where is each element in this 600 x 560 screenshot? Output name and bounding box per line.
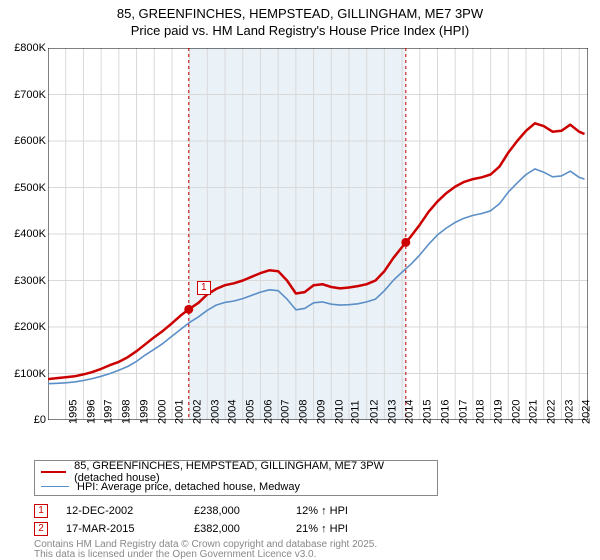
y-tick-label: £700K bbox=[2, 89, 46, 101]
x-tick-label: 2006 bbox=[262, 400, 274, 424]
sale-marker-note-2: 21% ↑ HPI bbox=[296, 523, 348, 535]
x-tick-label: 2007 bbox=[280, 400, 292, 424]
sale-marker-callout: 1 bbox=[197, 281, 211, 295]
x-tick-label: 2010 bbox=[333, 400, 345, 424]
title-line-1: 85, GREENFINCHES, HEMPSTEAD, GILLINGHAM,… bbox=[0, 6, 600, 21]
sale-marker-date-2: 17-MAR-2015 bbox=[66, 523, 194, 535]
x-tick-label: 2003 bbox=[209, 400, 221, 424]
sale-marker-badge-1: 1 bbox=[34, 504, 48, 518]
legend-label-hpi: HPI: Average price, detached house, Medw… bbox=[77, 481, 300, 493]
x-tick-label: 2012 bbox=[368, 400, 380, 424]
x-tick-label: 2014 bbox=[404, 400, 416, 424]
x-tick-label: 2018 bbox=[475, 400, 487, 424]
x-tick-label: 1996 bbox=[85, 400, 97, 424]
chart-svg bbox=[48, 48, 588, 420]
y-tick-label: £500K bbox=[2, 182, 46, 194]
x-tick-label: 1997 bbox=[103, 400, 115, 424]
legend-swatch-property bbox=[41, 471, 66, 473]
y-tick-label: £800K bbox=[2, 42, 46, 54]
x-tick-label: 2020 bbox=[510, 400, 522, 424]
chart-title-block: 85, GREENFINCHES, HEMPSTEAD, GILLINGHAM,… bbox=[0, 6, 600, 38]
x-tick-label: 2000 bbox=[156, 400, 168, 424]
sale-marker-price-1: £238,000 bbox=[194, 505, 296, 517]
x-tick-label: 2013 bbox=[386, 400, 398, 424]
y-tick-label: £200K bbox=[2, 321, 46, 333]
x-tick-label: 1998 bbox=[121, 400, 133, 424]
x-tick-label: 2001 bbox=[174, 400, 186, 424]
x-tick-label: 2002 bbox=[191, 400, 203, 424]
sale-marker-row-2: 2 17-MAR-2015 £382,000 21% ↑ HPI bbox=[34, 520, 348, 538]
legend-swatch-hpi bbox=[41, 486, 69, 487]
x-tick-label: 2005 bbox=[245, 400, 257, 424]
x-tick-label: 2011 bbox=[350, 400, 362, 424]
x-tick-label: 1995 bbox=[67, 400, 79, 424]
x-tick-label: 2019 bbox=[492, 400, 504, 424]
attribution: Contains HM Land Registry data © Crown c… bbox=[34, 540, 594, 560]
x-tick-label: 2004 bbox=[227, 400, 239, 424]
title-line-2: Price paid vs. HM Land Registry's House … bbox=[0, 23, 600, 38]
x-tick-label: 2017 bbox=[457, 400, 469, 424]
attribution-line-2: This data is licensed under the Open Gov… bbox=[34, 549, 316, 560]
x-tick-label: 2008 bbox=[298, 400, 310, 424]
y-tick-label: £100K bbox=[2, 368, 46, 380]
sale-marker-badge-2: 2 bbox=[34, 522, 48, 536]
x-tick-label: 2016 bbox=[439, 400, 451, 424]
sale-marker-row-1: 1 12-DEC-2002 £238,000 12% ↑ HPI bbox=[34, 502, 348, 520]
legend-row-property: 85, GREENFINCHES, HEMPSTEAD, GILLINGHAM,… bbox=[41, 464, 431, 479]
x-tick-label: 2022 bbox=[546, 400, 558, 424]
y-tick-label: £300K bbox=[2, 275, 46, 287]
x-tick-label: 1999 bbox=[138, 400, 150, 424]
y-tick-label: £600K bbox=[2, 135, 46, 147]
x-tick-label: 2023 bbox=[563, 400, 575, 424]
y-tick-label: £400K bbox=[2, 228, 46, 240]
x-tick-label: 2015 bbox=[422, 400, 434, 424]
price-chart bbox=[48, 48, 588, 420]
x-tick-label: 2024 bbox=[581, 400, 593, 424]
sale-marker-table: 1 12-DEC-2002 £238,000 12% ↑ HPI 2 17-MA… bbox=[34, 502, 348, 538]
legend: 85, GREENFINCHES, HEMPSTEAD, GILLINGHAM,… bbox=[34, 460, 438, 496]
sale-marker-note-1: 12% ↑ HPI bbox=[296, 505, 348, 517]
x-tick-label: 2021 bbox=[528, 400, 540, 424]
sale-marker-date-1: 12-DEC-2002 bbox=[66, 505, 194, 517]
y-tick-label: £0 bbox=[2, 414, 46, 426]
sale-marker-price-2: £382,000 bbox=[194, 523, 296, 535]
x-tick-label: 2009 bbox=[315, 400, 327, 424]
